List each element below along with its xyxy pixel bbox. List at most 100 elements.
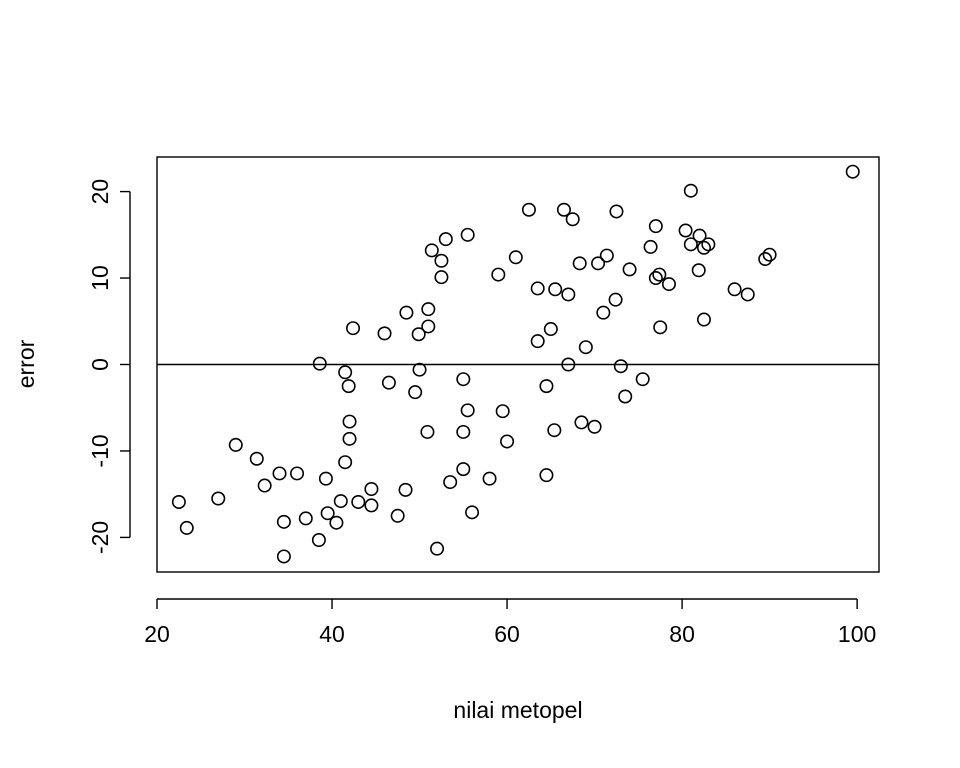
data-point [653, 320, 668, 335]
data-points [171, 164, 860, 564]
y-tick-label: 10 [87, 265, 113, 291]
data-point [377, 326, 392, 341]
data-point [398, 482, 413, 497]
data-point [561, 357, 576, 372]
data-point [740, 287, 755, 302]
data-point [758, 252, 773, 267]
data-point [420, 424, 435, 439]
data-point [460, 403, 475, 418]
data-point [696, 240, 711, 255]
data-point [652, 267, 667, 282]
data-point [408, 385, 423, 400]
y-tick-label: -20 [87, 521, 113, 554]
data-point [596, 305, 611, 320]
data-point [578, 340, 593, 355]
data-point [500, 434, 515, 449]
data-point [341, 379, 356, 394]
data-point [421, 302, 436, 317]
y-axis: -20 -10 0 10 20 [87, 179, 131, 554]
data-point [482, 471, 497, 486]
data-point [648, 271, 663, 286]
x-tick-label: 80 [669, 621, 695, 647]
data-point [635, 372, 650, 387]
data-point [456, 462, 471, 477]
x-axis-title: nilai metopel [453, 697, 582, 723]
data-point [338, 455, 353, 470]
data-point [691, 263, 706, 278]
data-point [465, 505, 480, 520]
data-point [364, 498, 379, 513]
data-point [456, 424, 471, 439]
data-point [346, 321, 361, 336]
data-point [276, 549, 291, 564]
data-point [683, 237, 698, 252]
data-point [424, 243, 439, 258]
data-point [547, 423, 562, 438]
data-point [312, 356, 327, 371]
data-point [333, 494, 348, 509]
data-point [329, 515, 344, 530]
data-point [530, 281, 545, 296]
data-point [298, 511, 313, 526]
data-point [249, 451, 264, 466]
data-point [648, 219, 663, 234]
data-point [228, 437, 243, 452]
x-tick-label: 20 [144, 621, 170, 647]
data-point [613, 359, 628, 374]
y-tick-label: -10 [87, 434, 113, 467]
data-point [491, 267, 506, 282]
data-point [565, 212, 580, 227]
data-point [338, 365, 353, 380]
data-point [438, 232, 453, 247]
x-tick-label: 60 [494, 621, 520, 647]
data-point [587, 419, 602, 434]
data-point [311, 533, 326, 548]
data-point [701, 237, 716, 252]
data-point [421, 319, 436, 334]
y-tick-label: 0 [87, 358, 113, 371]
data-point [434, 253, 449, 268]
data-point [411, 327, 426, 342]
y-axis-title: error [13, 339, 39, 388]
data-point [539, 468, 554, 483]
data-point [609, 204, 624, 219]
data-point [696, 312, 711, 327]
data-point [364, 481, 379, 496]
data-point [443, 475, 458, 490]
data-point [381, 375, 396, 390]
data-point [211, 491, 226, 506]
data-point [599, 248, 614, 263]
data-point [548, 282, 563, 297]
data-point [572, 256, 587, 271]
data-point [661, 277, 676, 292]
data-point [390, 508, 405, 523]
data-point [622, 262, 637, 277]
data-point [351, 494, 366, 509]
data-point [320, 506, 335, 521]
data-point [574, 415, 589, 430]
data-point [521, 202, 536, 217]
data-point [539, 379, 554, 394]
data-point [692, 228, 707, 243]
data-point [342, 414, 357, 429]
data-point [290, 466, 305, 481]
data-point [508, 250, 523, 265]
data-point [543, 322, 558, 337]
data-point [762, 247, 777, 262]
data-point [845, 164, 860, 179]
data-point [683, 183, 698, 198]
x-tick-label: 100 [838, 621, 876, 647]
y-tick-label: 20 [87, 179, 113, 205]
data-point [179, 520, 194, 535]
data-point [276, 514, 291, 529]
data-point [456, 372, 471, 387]
data-point [495, 404, 510, 419]
data-point [591, 256, 606, 271]
data-point [257, 478, 272, 493]
data-point [727, 282, 742, 297]
data-point [430, 541, 445, 556]
x-axis: 20 40 60 80 100 [144, 598, 876, 647]
data-point [171, 494, 186, 509]
data-point [530, 334, 545, 349]
